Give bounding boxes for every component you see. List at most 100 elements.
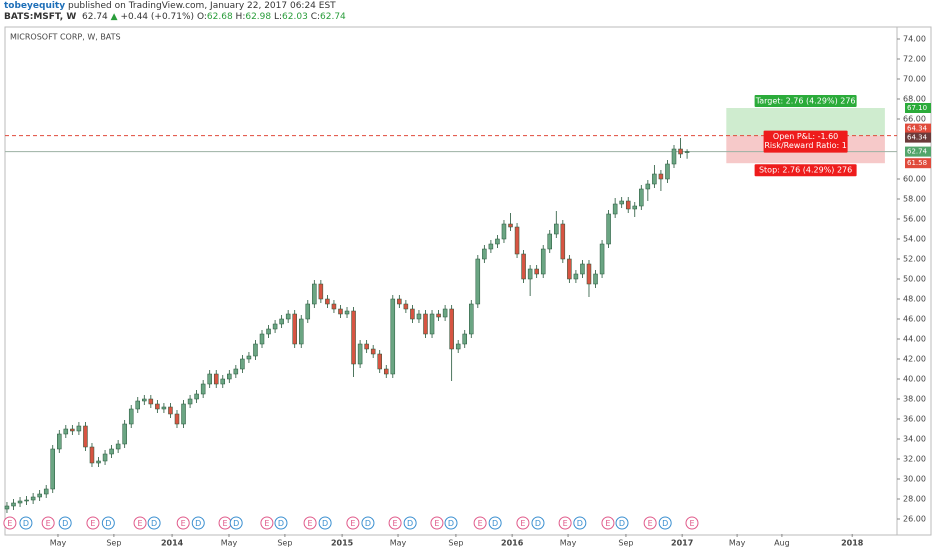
- y-tick-label: 34.00: [903, 435, 926, 444]
- earnings-letter: E: [46, 519, 51, 528]
- candle-body: [318, 283, 324, 300]
- dividends-letter: D: [535, 519, 541, 528]
- candle-body: [351, 310, 356, 365]
- earnings-letter: E: [264, 519, 269, 528]
- candle-body: [89, 446, 95, 464]
- rr-label: Risk/Reward Ratio: 1: [764, 141, 846, 150]
- x-tick-label: May: [390, 539, 407, 548]
- candle-body: [83, 425, 88, 448]
- candle-body: [63, 428, 69, 435]
- candle-body: [658, 173, 664, 180]
- candle-body: [246, 355, 252, 360]
- candle-body: [50, 448, 55, 490]
- candle-body: [17, 500, 23, 504]
- candle-body: [397, 298, 402, 305]
- candle-body: [70, 428, 75, 432]
- dividends-letter: D: [105, 519, 111, 528]
- y-tick-label: 46.00: [903, 315, 926, 324]
- candle-body: [403, 303, 409, 310]
- y-tick-label: 66.00: [903, 115, 926, 124]
- earnings-marker: [260, 516, 274, 530]
- published: published on TradingView.com, January 22…: [67, 1, 336, 11]
- earnings-marker: [303, 516, 317, 530]
- candle-body: [455, 343, 461, 350]
- candle-body: [429, 313, 435, 335]
- candle-body: [619, 200, 624, 205]
- candle-body: [115, 443, 121, 450]
- earnings-letter: E: [605, 519, 610, 528]
- x-tick-label: 2016: [501, 539, 524, 548]
- candle-body: [227, 373, 232, 380]
- candle-body: [266, 328, 271, 335]
- y-tick-label: 72.00: [903, 55, 926, 64]
- dividends-letter: D: [62, 519, 68, 528]
- earnings-letter: E: [223, 519, 228, 528]
- candle-body: [370, 348, 376, 355]
- y-tick-label: 54.00: [903, 235, 926, 244]
- y-tick-label: 74.00: [903, 35, 926, 44]
- y-tick-label: 36.00: [903, 415, 926, 424]
- pnl-label: Open P&L: -1.60: [773, 132, 838, 141]
- earnings-letter: E: [181, 519, 186, 528]
- y-tick-label: 30.00: [903, 475, 926, 484]
- x-tick-label: Sep: [618, 539, 633, 548]
- candle-body: [312, 283, 317, 305]
- candle-body: [632, 205, 638, 210]
- y-tick-label: 28.00: [903, 495, 926, 504]
- earnings-letter: E: [648, 519, 653, 528]
- dividends-letter: D: [492, 519, 498, 528]
- candle-body: [475, 258, 481, 305]
- frame: [4, 26, 932, 536]
- pnl-box: [763, 130, 848, 153]
- candle-body: [606, 213, 611, 245]
- candle-body: [469, 303, 474, 335]
- candle-body: [344, 310, 350, 315]
- target-tag-box: [905, 103, 931, 113]
- dividends-marker: [147, 516, 161, 530]
- dividends-marker: [101, 516, 115, 530]
- candle-body: [142, 398, 147, 402]
- candle-body: [534, 268, 539, 275]
- candle-body: [161, 406, 167, 410]
- x-tick-label: 2014: [161, 539, 184, 548]
- dividends-letter: D: [322, 519, 328, 528]
- x-tick-label: 2018: [841, 539, 864, 548]
- earnings-letter: E: [308, 519, 313, 528]
- y-tick-label: 38.00: [903, 395, 926, 404]
- candle-body: [43, 488, 49, 495]
- target-label-box: [754, 95, 857, 107]
- y-tick-label: 32.00: [903, 455, 926, 464]
- candle-body: [514, 226, 520, 255]
- candle-body: [200, 383, 206, 395]
- header: tobeyequity published on TradingView.com…: [4, 1, 346, 23]
- candle-body: [168, 406, 173, 415]
- y-tick-label: 42.00: [903, 355, 926, 364]
- last-price: 62.74: [82, 12, 108, 22]
- earnings-marker: [346, 516, 360, 530]
- candle-body: [187, 398, 193, 405]
- earnings-marker: [601, 516, 615, 530]
- candle-body: [521, 253, 526, 280]
- candle-body: [508, 223, 513, 228]
- candle-body: [652, 173, 657, 185]
- dividends-marker: [615, 516, 629, 530]
- earnings-letter: E: [7, 519, 12, 528]
- dividends-marker: [658, 516, 672, 530]
- candle-body: [567, 258, 572, 280]
- dividends-marker: [229, 516, 243, 530]
- earnings-marker: [430, 516, 444, 530]
- l-label: L:: [274, 12, 283, 22]
- last-tag: 62.74: [907, 148, 928, 156]
- candle-body: [174, 413, 180, 425]
- dividends-letter: D: [619, 519, 625, 528]
- y-tick-label: 52.00: [903, 255, 926, 264]
- candle-body: [207, 373, 212, 385]
- y-tick-label: 50.00: [903, 275, 926, 284]
- dividends-marker: [191, 516, 205, 530]
- earnings-marker: [516, 516, 530, 530]
- h-label: H:: [235, 12, 246, 22]
- dividends-marker: [19, 516, 33, 530]
- target-label: Target: 2.76 (4.29%) 276: [755, 97, 856, 106]
- candle-body: [57, 433, 62, 450]
- candle-body: [684, 151, 690, 153]
